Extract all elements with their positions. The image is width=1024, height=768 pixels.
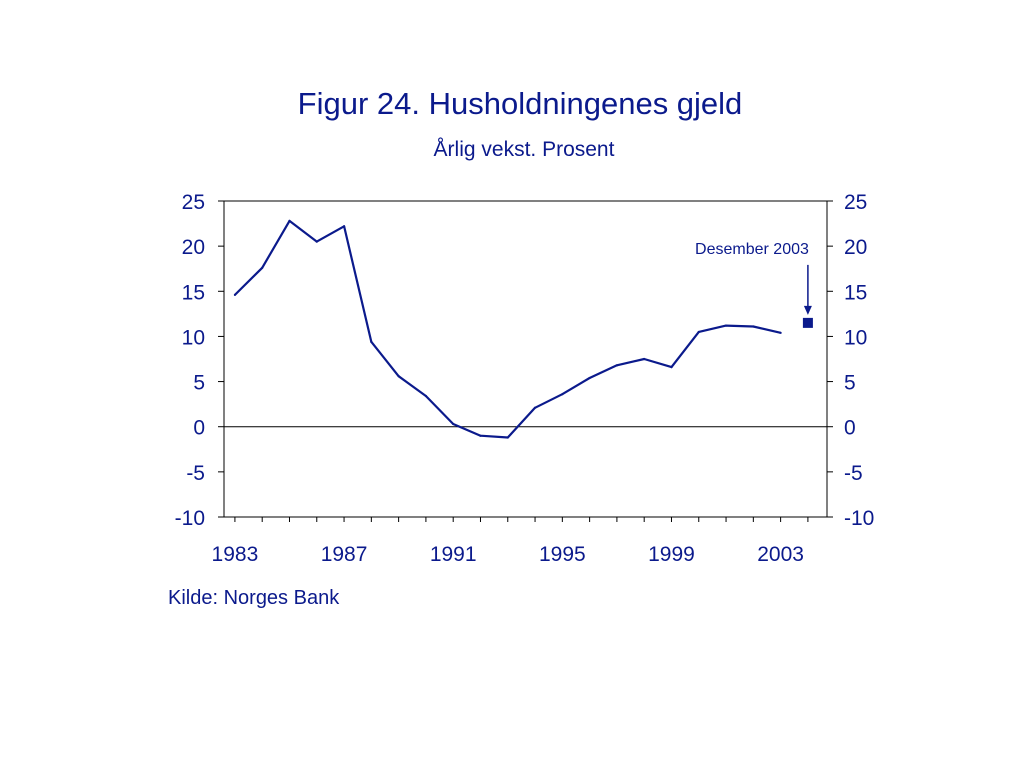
y-tick-label-right: 5	[844, 372, 856, 395]
y-tick-label-right: -10	[844, 507, 874, 530]
data-point	[288, 219, 291, 222]
marker-point	[802, 317, 813, 328]
data-point	[643, 357, 646, 361]
chart-title: Figur 24. Husholdningenes gjeld	[297, 86, 743, 121]
annotation: Desember 2003	[695, 241, 813, 328]
annotation-label: Desember 2003	[695, 241, 809, 258]
x-tick-label: 1991	[430, 543, 477, 566]
x-tick-label: 1999	[648, 543, 695, 566]
y-tick-label-right: 15	[844, 281, 867, 304]
y-tick-label: 5	[193, 372, 205, 395]
y-tick-label: -10	[175, 507, 205, 530]
data-point	[315, 240, 318, 243]
data-point	[752, 325, 755, 328]
series-points	[233, 219, 782, 439]
data-point	[533, 406, 537, 409]
data-point	[588, 376, 591, 380]
data-point	[479, 434, 482, 437]
y-tick-label: 25	[182, 191, 205, 214]
y-axis-left: 25 20 15 10 5 0 -5 -10	[175, 191, 224, 530]
source-note: Kilde: Norges Bank	[168, 587, 340, 609]
data-point	[697, 330, 700, 334]
data-point	[397, 375, 400, 378]
x-axis: 1983 1987 1991 1995 1999 2003	[212, 517, 809, 566]
plot-area	[223, 200, 828, 518]
data-point	[724, 324, 728, 327]
data-point	[670, 366, 673, 369]
x-tick-label: 1995	[539, 543, 586, 566]
chart-subtitle: Årlig vekst. Prosent	[433, 138, 615, 161]
data-point	[452, 422, 455, 426]
y-axis-right: 25 20 15 10 5 0 -5 -10	[827, 191, 874, 530]
y-tick-label: -5	[186, 462, 205, 485]
y-tick-label-right: 10	[844, 326, 867, 349]
y-tick-label: 0	[193, 417, 205, 440]
data-point	[424, 394, 428, 398]
data-point	[779, 331, 782, 334]
y-tick-label-right: 0	[844, 417, 856, 440]
y-tick-label: 10	[182, 326, 205, 349]
annotation-arrowhead-icon	[803, 305, 812, 315]
x-tick-label: 1983	[212, 543, 259, 566]
y-tick-label: 15	[182, 281, 205, 304]
x-tick-label: 2003	[757, 543, 804, 566]
x-tick-label: 1987	[321, 543, 368, 566]
y-tick-label-right: 20	[844, 236, 867, 259]
data-point	[370, 340, 373, 343]
data-point	[615, 364, 619, 367]
y-tick-label-right: 25	[844, 191, 867, 214]
data-point	[561, 393, 564, 396]
y-tick-label-right: -5	[844, 462, 863, 485]
data-point	[342, 225, 346, 228]
data-point	[506, 436, 509, 439]
data-point	[261, 266, 264, 269]
data-point	[233, 293, 237, 296]
y-tick-label: 20	[182, 236, 205, 259]
